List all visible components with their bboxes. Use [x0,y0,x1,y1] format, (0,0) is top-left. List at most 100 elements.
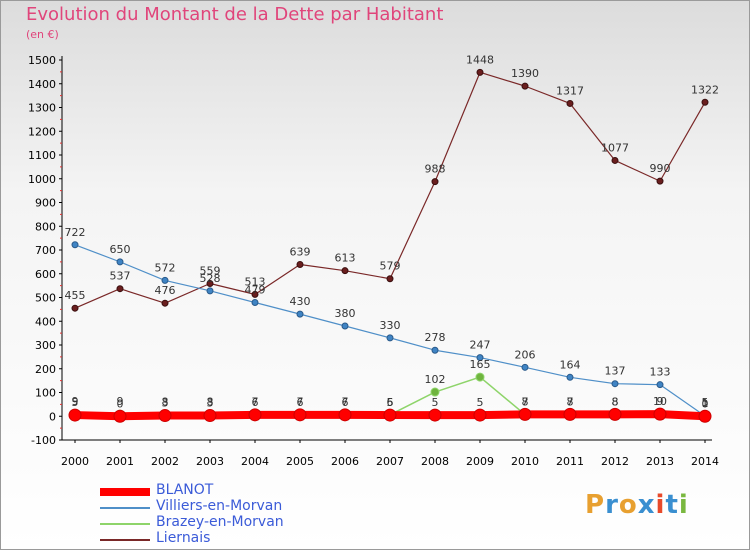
x-tick-label: 2004 [241,455,269,468]
data-label: 1322 [691,83,719,96]
legend-swatch [100,488,150,496]
y-tick-label: 0 [49,410,56,423]
data-point [206,287,214,295]
data-label: 455 [65,289,86,302]
data-point [475,372,485,382]
data-label: 8 [567,395,574,408]
data-label: 650 [110,243,131,256]
logo-letter: i [655,490,666,520]
data-label: 479 [245,283,266,296]
data-point [476,354,484,362]
x-tick-label: 2007 [376,455,404,468]
data-point [521,363,529,371]
data-point [113,409,127,423]
data-point [563,407,577,421]
data-point [68,408,82,422]
y-tick-label: 1400 [28,78,56,91]
data-label: 133 [650,366,671,379]
data-label: 528 [200,272,221,285]
data-point [251,290,259,298]
data-point [473,408,487,422]
data-label: 613 [335,252,356,265]
data-label: 537 [110,270,131,283]
data-point [383,408,397,422]
data-point [566,99,574,107]
y-tick-label: -100 [31,434,56,447]
data-label: 165 [470,358,491,371]
data-label: 5 [387,396,394,409]
data-label: 6 [297,396,304,409]
data-label: 0 [117,397,124,410]
data-label: 3 [162,397,169,410]
data-point [206,279,214,287]
data-label: 559 [200,264,221,277]
data-label: 137 [605,365,626,378]
x-tick-label: 2009 [466,455,494,468]
data-point [116,285,124,293]
data-label: 476 [155,284,176,297]
legend-label: Brazey-en-Morvan [156,514,284,530]
data-point [341,267,349,275]
data-label: 988 [425,163,446,176]
x-tick-label: 2003 [196,455,224,468]
legend-label: Liernais [156,530,211,546]
data-label: 5 [477,396,484,409]
data-label: 8 [612,395,619,408]
legend-label: Villiers-en-Morvan [156,498,283,514]
data-label: 164 [560,358,581,371]
data-label: 1317 [556,84,584,97]
y-tick-label: 1100 [28,149,56,162]
data-label: 7 [252,396,259,409]
data-point [608,407,622,421]
data-point [116,258,124,266]
data-point [656,177,664,185]
data-label: 3 [207,397,214,410]
logo-letter: i [678,490,689,520]
chart-title: Evolution du Montant de la Dette par Hab… [26,4,444,25]
proxiti-logo: Proxiti [585,490,689,520]
data-point [476,68,484,76]
data-label: 1448 [466,53,494,66]
data-label: 102 [425,373,446,386]
logo-letter: r [605,490,619,520]
data-label: 6 [342,396,349,409]
y-tick-label: 1300 [28,102,56,115]
data-point [566,373,574,381]
data-label: 8 [522,395,529,408]
data-label: 513 [245,275,266,288]
legend-swatch [100,523,150,525]
data-point [251,298,259,306]
data-point [701,98,709,106]
y-tick-label: 700 [35,244,56,257]
data-label: 247 [470,339,491,352]
data-point [296,260,304,268]
data-point [518,407,532,421]
data-point [653,407,667,421]
data-label: 7 [567,396,574,409]
data-point [161,276,169,284]
data-point [158,409,172,423]
data-label: 8 [162,395,169,408]
data-point [341,322,349,330]
x-tick-label: 2014 [691,455,719,468]
y-tick-label: 1200 [28,125,56,138]
data-label: 8 [612,395,619,408]
x-tick-label: 2005 [286,455,314,468]
data-point [248,408,262,422]
logo-letter: o [618,490,638,520]
data-point [431,178,439,186]
y-tick-label: 900 [35,197,56,210]
data-label: 9 [117,395,124,408]
data-point [656,381,664,389]
data-label: 7 [522,396,529,409]
data-label: 9 [72,395,79,408]
data-label: 9 [657,395,664,408]
y-tick-label: 300 [35,339,56,352]
x-tick-label: 2013 [646,455,674,468]
data-label: 6 [387,396,394,409]
data-point [386,334,394,342]
unit-label: (en €) [26,28,59,41]
data-point [431,346,439,354]
data-label: 5 [432,396,439,409]
